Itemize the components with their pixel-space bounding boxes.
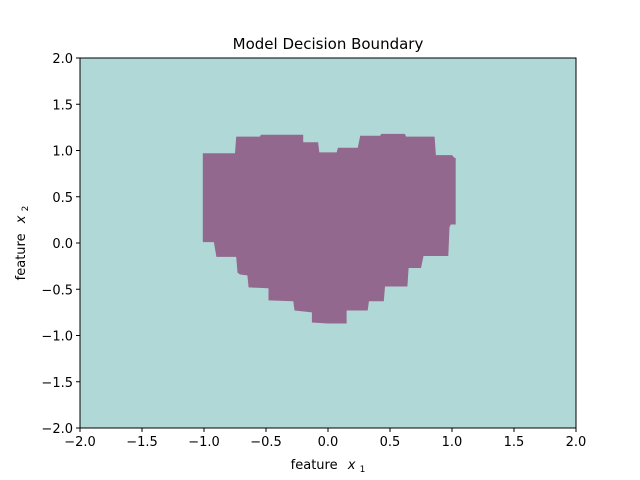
- y-axis-label: feature x 2: [14, 206, 31, 281]
- y-axis-label-sub: 2: [21, 206, 31, 212]
- x-tick-label: −1.0: [188, 435, 220, 450]
- x-tick-label: 0.5: [380, 435, 401, 450]
- y-tick-label: 2.0: [52, 52, 73, 67]
- y-tick-label: 1.0: [52, 145, 73, 160]
- y-tick-label: −1.0: [41, 330, 73, 345]
- x-tick-label: −2.0: [64, 435, 96, 450]
- inside-class-region: [202, 133, 456, 324]
- x-axis-label: feature x 1: [291, 458, 366, 475]
- x-axis-label-text: feature: [291, 458, 338, 473]
- y-tick-label: −2.0: [41, 422, 73, 437]
- x-tick-label: 0.0: [318, 435, 339, 450]
- x-axis-label-sub: 1: [360, 465, 366, 475]
- x-tick-label: 1.5: [504, 435, 525, 450]
- chart-title: Model Decision Boundary: [233, 35, 424, 53]
- x-tick-label: −1.5: [126, 435, 158, 450]
- y-tick-label: 1.5: [52, 98, 73, 113]
- x-tick-label: −0.5: [250, 435, 282, 450]
- y-axis-label-var: x: [14, 215, 29, 224]
- x-axis-label-var: x: [347, 458, 356, 473]
- x-axis-ticks: −2.0 −1.5 −1.0 −0.5 0.0 0.5 1.0 1.5 2.0: [64, 428, 586, 450]
- y-tick-label: 0.5: [52, 191, 73, 206]
- y-tick-label: 0.0: [52, 237, 73, 252]
- y-axis-ticks: −2.0 −1.5 −1.0 −0.5 0.0 0.5 1.0 1.5 2.0: [41, 52, 80, 437]
- x-tick-label: 2.0: [566, 435, 587, 450]
- y-tick-label: −1.5: [41, 376, 73, 391]
- y-axis-label-text: feature: [14, 233, 29, 280]
- x-tick-label: 1.0: [442, 435, 463, 450]
- y-tick-label: −0.5: [41, 283, 73, 298]
